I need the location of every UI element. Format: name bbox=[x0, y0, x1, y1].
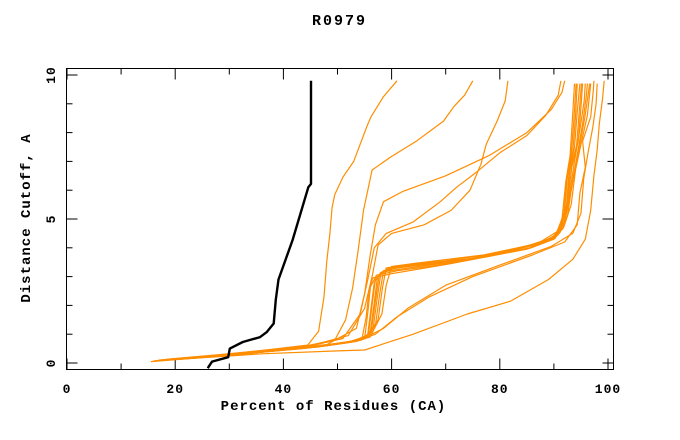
x-axis-label: Percent of Residues (CA) bbox=[220, 399, 447, 415]
y-tick-label: 5 bbox=[44, 215, 59, 224]
series-orange-curve-12 bbox=[165, 80, 474, 361]
series-orange-curve-15 bbox=[163, 80, 562, 361]
y-tick-label: 10 bbox=[44, 66, 59, 84]
series-orange-curve-14 bbox=[157, 80, 566, 361]
series-orange-curve-13 bbox=[169, 80, 509, 360]
series-orange-curve-17 bbox=[175, 80, 605, 361]
series-black-curve bbox=[206, 80, 313, 369]
series-orange-curve-18 bbox=[169, 80, 595, 361]
series-orange-curve-09 bbox=[152, 83, 577, 362]
series-orange-curve-01 bbox=[150, 83, 576, 363]
series-orange-curve-11 bbox=[158, 80, 398, 361]
y-tick-label: 0 bbox=[44, 359, 59, 368]
x-tick-label: 0 bbox=[63, 382, 72, 397]
x-tick-label: 80 bbox=[491, 382, 509, 397]
series-orange-curve-16 bbox=[172, 83, 598, 360]
x-tick-label: 40 bbox=[275, 382, 293, 397]
plot-frame bbox=[66, 68, 614, 370]
x-tick-label: 100 bbox=[595, 382, 621, 397]
x-tick-label: 60 bbox=[383, 382, 401, 397]
plot-title: R0979 bbox=[311, 13, 367, 30]
y-axis-label: Distance Cutoff, A bbox=[19, 133, 35, 303]
x-tick-label: 20 bbox=[166, 382, 184, 397]
